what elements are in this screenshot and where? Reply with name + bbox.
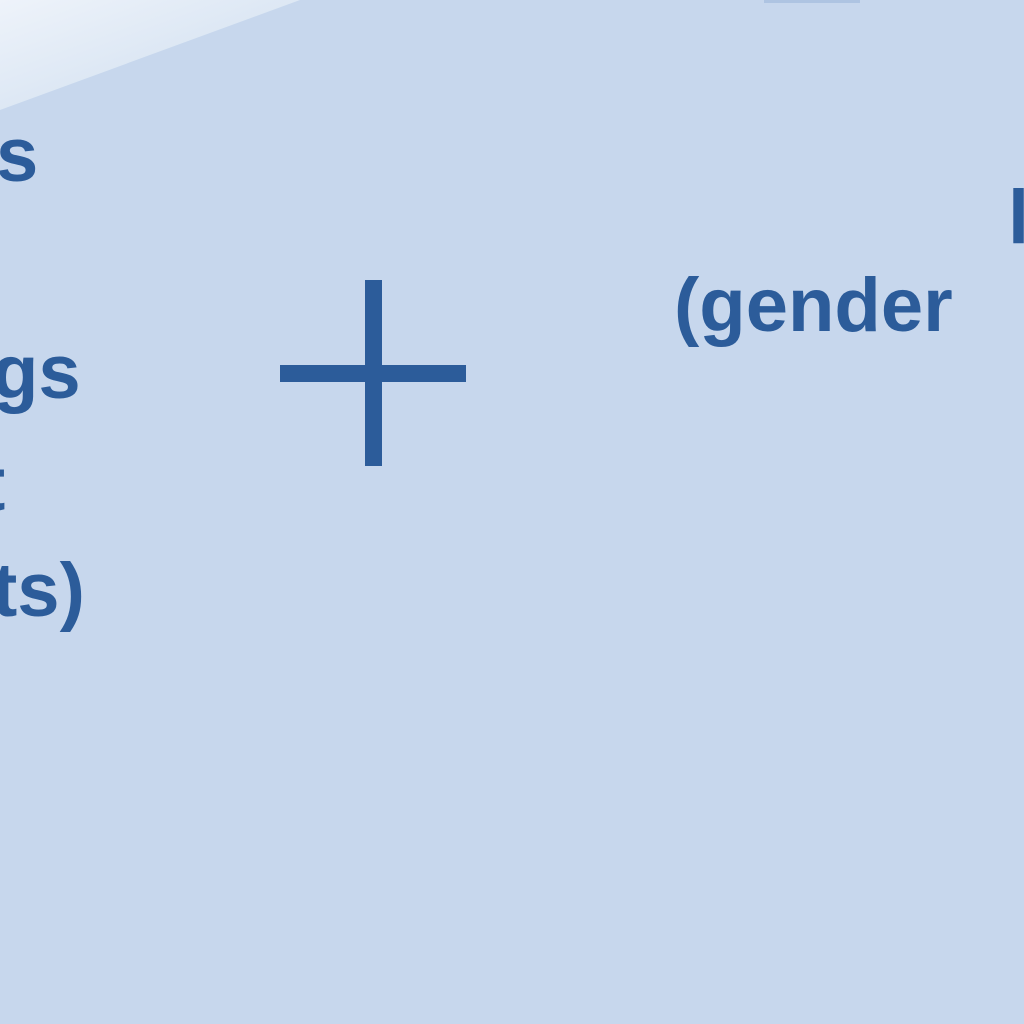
right-label-line-1: l xyxy=(1008,175,1024,260)
left-label-line-2: gs xyxy=(0,330,81,415)
left-label-line-1: s xyxy=(0,113,39,198)
top-edge-mark xyxy=(764,0,860,3)
left-label-line-4: ts) xyxy=(0,548,85,633)
plus-icon xyxy=(280,280,466,466)
right-label-line-2: (gender xyxy=(674,263,953,348)
left-label-line-3: t xyxy=(0,447,5,523)
